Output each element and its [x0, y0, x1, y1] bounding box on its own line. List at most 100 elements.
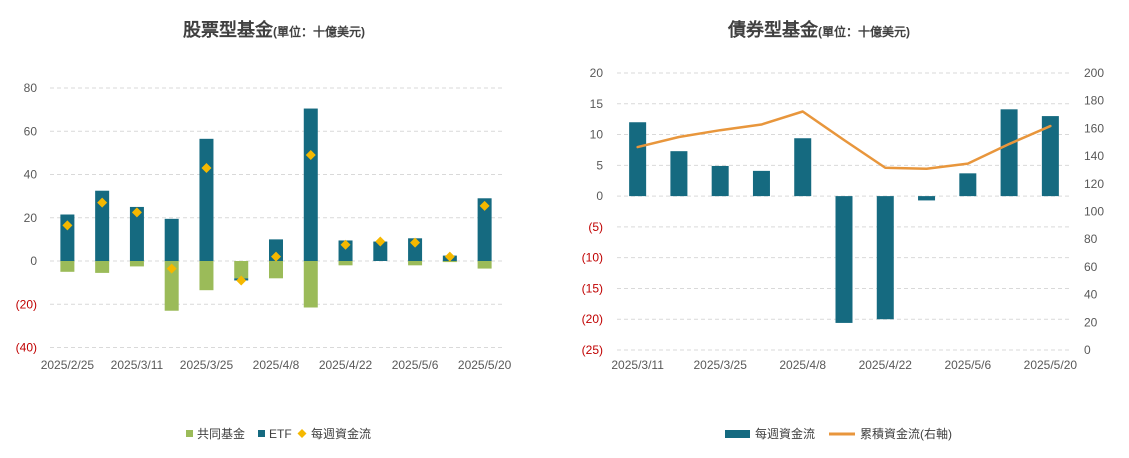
y-tick-label-right: 60 — [1084, 260, 1098, 274]
bond-weekly-flow-bar — [1000, 109, 1018, 197]
mutual-fund-bar — [60, 261, 75, 272]
x-tick-label: 2025/5/20 — [1024, 358, 1078, 372]
weekly-flow-marker — [97, 197, 108, 208]
y-tick-label: 60 — [24, 124, 38, 138]
y-tick-label-right: 0 — [1084, 343, 1091, 357]
bond-chart-title: 債券型基金(單位：十億美元) — [727, 19, 910, 40]
y-tick-label-left: (15) — [582, 281, 603, 295]
weekly-flow-marker — [305, 150, 316, 161]
legend-item-cumulative-flow: 累積資金流(右軸) — [829, 426, 952, 441]
legend-swatch-weekly-flow-diamond — [297, 429, 307, 438]
bond-weekly-flow-bar — [959, 173, 977, 197]
y-tick-label: 40 — [24, 168, 38, 182]
legend-item-bond-weekly-flow: 每週資金流 — [725, 426, 815, 441]
etf-bar — [129, 206, 144, 261]
bond-axis-labels: (25)(20)(15)(10)(5)051015200204060801001… — [582, 66, 1105, 372]
weekly-flow-marker — [62, 220, 73, 231]
bond-weekly-flow-bar — [711, 165, 729, 197]
mutual-fund-bar — [303, 261, 318, 308]
y-tick-label-left: (25) — [582, 343, 603, 357]
legend-label-weekly-flow: 每週資金流 — [311, 426, 371, 441]
equity-legend: 共同基金 ETF 每週資金流 — [186, 426, 371, 441]
bond-weekly-flow-bar — [918, 196, 936, 201]
y-tick-label-right: 120 — [1084, 177, 1104, 191]
legend-label-mutual-fund: 共同基金 — [197, 426, 245, 441]
x-tick-label: 2025/3/25 — [180, 358, 234, 372]
x-tick-label: 2025/5/20 — [458, 358, 512, 372]
mutual-fund-bar — [199, 261, 214, 291]
y-tick-label-right: 140 — [1084, 149, 1104, 163]
y-tick-label-left: (10) — [582, 251, 603, 265]
y-tick-label: 0 — [30, 254, 37, 268]
weekly-flow-marker — [131, 207, 142, 218]
y-tick-label-right: 100 — [1084, 205, 1104, 219]
bond-weekly-flow-bar — [794, 138, 812, 197]
y-tick-label-left: 10 — [590, 128, 604, 142]
bond-legend: 每週資金流 累積資金流(右軸) — [725, 426, 952, 441]
x-tick-label: 2025/5/6 — [392, 358, 439, 372]
x-tick-label: 2025/4/22 — [319, 358, 373, 372]
equity-gridlines — [50, 87, 502, 348]
bond-weekly-flow-bar — [1041, 116, 1059, 197]
legend-item-etf: ETF — [258, 427, 292, 441]
equity-chart-title: 股票型基金(單位：十億美元) — [182, 19, 365, 40]
legend-label-etf: ETF — [269, 427, 292, 441]
y-tick-label-left: (5) — [588, 220, 603, 234]
equity-bars — [60, 108, 492, 311]
x-tick-label: 2025/3/25 — [693, 358, 747, 372]
x-tick-label: 2025/4/22 — [859, 358, 913, 372]
mutual-fund-bar — [95, 261, 110, 273]
bond-cumulative-line-layer — [636, 110, 1052, 170]
etf-bar — [199, 138, 214, 261]
y-tick-label-right: 200 — [1084, 66, 1104, 80]
equity-flow-markers — [62, 150, 490, 286]
weekly-flow-marker — [410, 237, 421, 248]
legend-label-bond-weekly-flow: 每週資金流 — [755, 426, 815, 441]
bond-weekly-flow-bar — [752, 170, 770, 197]
mutual-fund-bar — [269, 261, 283, 279]
etf-bar — [373, 241, 388, 261]
x-tick-label: 2025/3/11 — [111, 358, 164, 372]
mutual-fund-bar — [408, 261, 423, 266]
etf-bar — [303, 108, 318, 261]
weekly-flow-marker — [375, 236, 386, 247]
cumulative-flow-line — [636, 110, 1052, 170]
x-tick-label: 2025/3/11 — [611, 358, 664, 372]
bond-chart-title-main: 債券型基金 — [727, 19, 819, 40]
y-tick-label: (20) — [16, 297, 37, 311]
equity-chart-title-main: 股票型基金 — [182, 19, 274, 40]
mutual-fund-bar — [129, 261, 144, 267]
y-tick-label-right: 20 — [1084, 315, 1098, 329]
y-tick-label-left: 20 — [590, 66, 604, 80]
x-tick-label: 2025/4/8 — [253, 358, 300, 372]
etf-bar — [95, 190, 110, 261]
bond-fund-chart: 債券型基金(單位：十億美元) (25) (20) (15) (10) (5) 0 5 10 15… — [582, 19, 1105, 441]
bond-weekly-flow-bar — [629, 122, 647, 197]
y-tick-label: 20 — [24, 211, 38, 225]
legend-item-mutual-fund: 共同基金 — [186, 426, 245, 441]
weekly-flow-marker — [201, 163, 212, 174]
etf-bar — [164, 218, 179, 261]
legend-swatch-bond-weekly-flow — [725, 430, 750, 438]
bond-weekly-flow-bar — [876, 196, 894, 320]
weekly-flow-marker — [236, 275, 247, 286]
etf-bar — [477, 198, 492, 261]
mutual-fund-bar — [338, 261, 353, 266]
y-tick-label-left: 5 — [596, 158, 603, 172]
x-tick-label: 2025/4/8 — [779, 358, 826, 372]
y-tick-label-left: 0 — [596, 189, 603, 203]
x-tick-label: 2025/2/25 — [41, 358, 95, 372]
legend-item-weekly-flow: 每週資金流 — [297, 426, 371, 441]
y-tick-label-right: 40 — [1084, 288, 1098, 302]
weekly-flow-marker — [479, 200, 490, 211]
y-tick-label-left: (20) — [582, 312, 603, 326]
y-tick-label: 80 — [24, 81, 38, 95]
mutual-fund-bar — [164, 261, 179, 311]
mutual-fund-bar — [477, 261, 492, 269]
weekly-flow-marker — [166, 263, 177, 274]
mutual-fund-bar — [234, 261, 249, 279]
weekly-flow-marker — [340, 239, 351, 250]
y-tick-label: (40) — [16, 341, 37, 355]
